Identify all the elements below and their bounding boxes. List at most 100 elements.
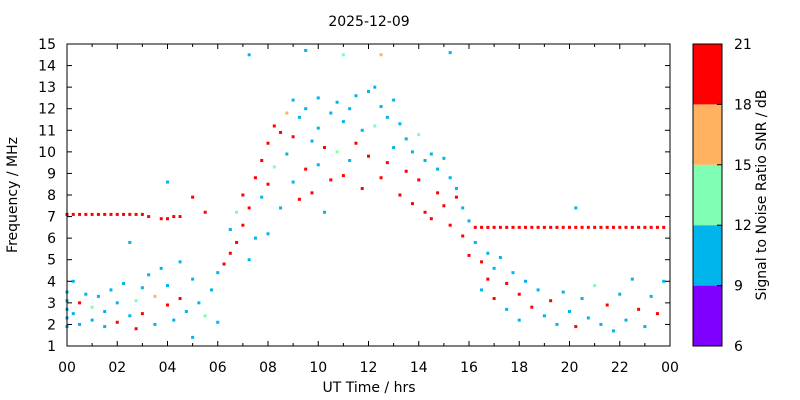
data-point — [385, 115, 389, 119]
x-tick-label: 06 — [209, 360, 227, 376]
data-point — [134, 299, 138, 303]
data-point — [480, 260, 484, 264]
colorbar-tick-label: 18 — [734, 97, 752, 113]
data-point — [605, 225, 609, 229]
data-point — [643, 325, 647, 329]
x-tick-label: 00 — [58, 360, 76, 376]
data-point — [222, 262, 226, 266]
data-points — [65, 48, 666, 339]
data-point — [423, 210, 427, 214]
data-point — [618, 292, 622, 296]
data-point — [568, 225, 571, 229]
data-point — [197, 301, 201, 305]
data-point — [266, 232, 270, 236]
data-point — [335, 100, 339, 104]
data-point — [461, 234, 465, 238]
data-point — [291, 135, 295, 139]
data-point — [467, 253, 471, 257]
data-point — [480, 225, 484, 229]
data-point — [78, 212, 82, 216]
data-point — [454, 195, 458, 199]
data-point — [128, 240, 132, 244]
data-point — [442, 156, 446, 160]
chart-title: 2025-12-09 — [328, 14, 409, 30]
x-tick-label: 14 — [410, 360, 428, 376]
data-point — [480, 288, 484, 292]
data-point — [241, 193, 245, 197]
data-point — [461, 206, 465, 210]
x-tick-label: 00 — [661, 360, 679, 376]
colorbar-title: Signal to Noise Ratio SNR / dB — [754, 90, 770, 301]
data-point — [618, 225, 622, 229]
data-point — [398, 122, 402, 126]
data-point — [153, 322, 157, 326]
x-tick-label: 18 — [510, 360, 528, 376]
data-point — [410, 150, 414, 154]
data-point — [178, 260, 182, 264]
data-point — [266, 182, 270, 186]
data-point — [235, 210, 239, 214]
y-tick-label: 7 — [47, 210, 56, 226]
data-point — [379, 53, 383, 57]
data-point — [511, 225, 515, 229]
data-point — [385, 161, 389, 165]
data-point — [398, 193, 402, 197]
data-point — [228, 251, 232, 255]
data-point — [103, 212, 107, 216]
data-point — [71, 312, 75, 316]
data-point — [662, 225, 666, 229]
data-point — [216, 271, 220, 275]
data-point — [392, 98, 396, 102]
data-point — [530, 225, 534, 229]
data-point — [580, 297, 584, 301]
data-point — [71, 279, 75, 283]
data-point — [247, 206, 251, 210]
data-point — [498, 256, 502, 260]
data-point — [367, 89, 370, 93]
data-point — [436, 191, 440, 195]
data-point — [279, 206, 283, 210]
y-tick-label: 5 — [47, 253, 56, 269]
data-point — [448, 176, 452, 180]
data-point — [316, 126, 320, 130]
data-point — [561, 225, 565, 229]
data-point — [574, 325, 578, 329]
data-point — [109, 212, 113, 216]
data-point — [109, 288, 113, 292]
data-point — [147, 215, 151, 219]
data-point — [103, 309, 107, 313]
data-point — [473, 240, 477, 244]
data-point — [253, 176, 257, 180]
data-point — [260, 158, 264, 162]
data-point — [505, 307, 509, 311]
data-point — [624, 225, 628, 229]
data-point — [128, 212, 132, 216]
data-point — [568, 309, 571, 313]
data-point — [159, 217, 163, 221]
y-tick-label: 4 — [47, 274, 56, 290]
data-point — [90, 318, 94, 322]
data-point — [517, 318, 521, 322]
data-point — [429, 217, 433, 221]
data-point — [555, 322, 559, 326]
data-point — [536, 288, 540, 292]
data-point — [360, 187, 364, 191]
data-point — [78, 322, 82, 326]
data-point — [178, 215, 182, 219]
data-point — [329, 178, 333, 182]
data-point — [643, 225, 647, 229]
y-tick-label: 3 — [47, 296, 56, 312]
data-point — [134, 327, 138, 331]
data-point — [172, 318, 176, 322]
data-point — [367, 154, 370, 158]
data-point — [266, 141, 270, 145]
data-point — [203, 314, 207, 318]
data-point — [492, 266, 496, 270]
y-tick-label: 14 — [38, 59, 56, 75]
data-point — [486, 225, 490, 229]
colorbar-band — [693, 225, 722, 286]
data-point — [605, 303, 609, 307]
data-point — [662, 279, 666, 283]
y-tick-label: 9 — [47, 166, 56, 182]
